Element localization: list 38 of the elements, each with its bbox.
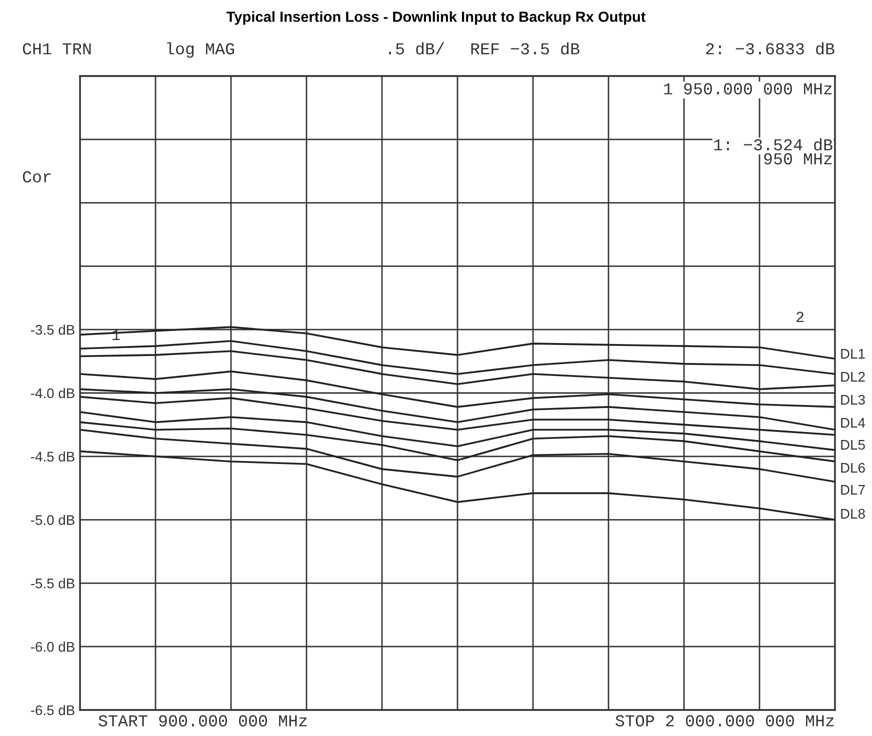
text: DL6: [841, 462, 865, 473]
text: DL4: [841, 418, 866, 428]
text: STOP 2 000.000 000 MHz: [616, 715, 834, 726]
annotation: 2: [796, 312, 804, 322]
y-tick-label: -6.0 dB: [30, 642, 74, 652]
line-series: [80, 450, 835, 521]
text: START 900.000 000 MHz: [98, 715, 307, 726]
y-tick-label: -4.5 dB: [30, 451, 74, 462]
line-series: [80, 326, 835, 360]
text: DL8: [841, 508, 865, 519]
annotation: 950 MHz: [764, 153, 832, 164]
text: DL3: [841, 394, 865, 405]
text: CH1 TRN: [22, 43, 91, 54]
text: .5 dB/: [389, 42, 444, 55]
line-series: [80, 411, 835, 451]
text: DL1: [841, 349, 865, 359]
text: DL5: [841, 440, 865, 450]
line-series: [80, 428, 835, 483]
line-series: [80, 421, 835, 462]
text: REF −3.5 dB: [471, 42, 580, 55]
text: DL7: [841, 485, 865, 495]
line-series: [80, 370, 835, 408]
y-tick-label: -5.0 dB: [30, 514, 74, 525]
line-series: [80, 350, 835, 390]
annotation: 1: −3.524 dB: [714, 138, 832, 151]
text: 2: −3.6833 dB: [706, 42, 834, 55]
line-series: [80, 388, 835, 431]
line-series: [80, 396, 835, 436]
y-tick-label: -5.5 dB: [30, 578, 74, 588]
line-series: [80, 340, 835, 375]
text: DL2: [841, 372, 865, 382]
text: log MAG: [167, 42, 234, 58]
annotation: 1 950.000 000 MHz: [664, 83, 832, 94]
text: Cor: [22, 171, 51, 182]
y-tick-label: -4.0 dB: [30, 388, 74, 398]
chart-title: Typical Insertion Loss - Downlink Input to Backup Rx Output: [226, 11, 646, 25]
y-tick-label: -6.5 dB: [30, 704, 74, 716]
y-tick-label: -3.5 dB: [30, 324, 74, 335]
